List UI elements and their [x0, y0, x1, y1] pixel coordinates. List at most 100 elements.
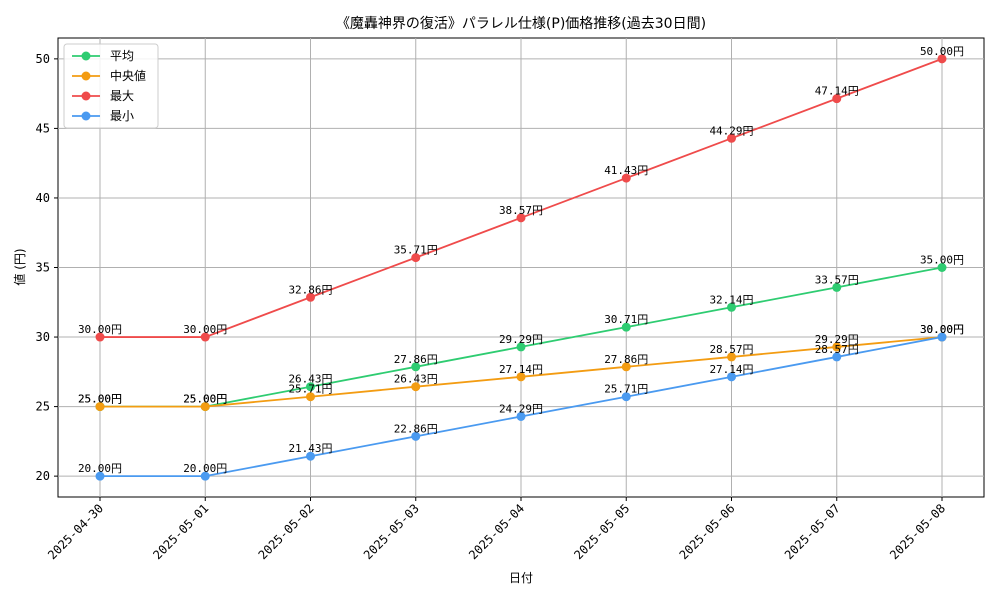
data-label: 32.86円 — [288, 283, 332, 296]
data-label: 41.43円 — [604, 164, 648, 177]
y-tick-label: 45 — [36, 121, 50, 135]
series-group — [95, 54, 947, 481]
y-tick-label: 50 — [36, 52, 50, 66]
x-tick-label: 2025-05-01 — [150, 501, 211, 562]
data-point — [411, 253, 421, 263]
data-point — [411, 382, 421, 392]
data-labels: 25.00円 25.00円 26.43円 27.86円 29.29円 30.71円 32.1… — [78, 45, 964, 475]
x-tick-label: 2025-05-07 — [782, 501, 843, 562]
x-tick-label: 2025-05-02 — [256, 501, 317, 562]
data-point — [516, 372, 526, 382]
data-point — [95, 402, 105, 412]
data-label: 35.00円 — [920, 254, 964, 267]
data-label: 33.57円 — [815, 273, 859, 286]
data-label: 38.57円 — [499, 204, 543, 217]
data-point — [937, 332, 947, 342]
data-point — [621, 392, 631, 402]
data-point — [200, 402, 210, 412]
data-label: 25.00円 — [78, 393, 122, 406]
data-point — [832, 282, 842, 292]
data-label: 29.29円 — [499, 333, 543, 346]
data-label: 24.29円 — [499, 402, 543, 415]
y-tick-label: 40 — [36, 191, 50, 205]
data-label: 35.71円 — [394, 244, 438, 257]
data-label: 32.14円 — [709, 293, 753, 306]
y-tick-label: 20 — [36, 469, 50, 483]
legend-marker — [81, 71, 91, 81]
x-tick-label: 2025-04-30 — [45, 501, 106, 562]
data-point — [200, 332, 210, 342]
data-point — [411, 362, 421, 372]
legend-label: 中央値 — [110, 68, 146, 83]
data-point — [306, 392, 315, 402]
data-label: 27.14円 — [499, 363, 543, 376]
data-point — [621, 322, 631, 332]
data-label: 25.71円 — [288, 383, 332, 396]
data-point — [306, 292, 315, 302]
data-label: 27.14円 — [709, 363, 753, 376]
data-label: 20.00円 — [78, 462, 122, 475]
y-tick-label: 25 — [36, 400, 50, 414]
data-label: 28.57円 — [709, 343, 753, 356]
data-label: 30.71円 — [604, 313, 648, 326]
data-point — [306, 451, 315, 461]
data-label: 47.14円 — [815, 85, 859, 98]
data-point — [727, 372, 736, 382]
data-label: 25.00円 — [183, 393, 227, 406]
grid-lines — [58, 38, 984, 497]
data-label: 25.00円 — [78, 393, 122, 406]
y-axis-label: 値 (円) — [12, 248, 27, 285]
data-label: 30.00円 — [920, 323, 964, 336]
legend-box — [63, 43, 159, 129]
data-label: 30.00円 — [183, 323, 227, 336]
chart-title: 《魔轟神界の復活》パラレル仕様(P)価格推移(過去30日間) — [336, 15, 706, 32]
data-point — [200, 471, 210, 481]
data-label: 44.29円 — [709, 124, 753, 137]
legend-label: 最大 — [110, 89, 134, 103]
y-tick-label: 35 — [36, 261, 50, 275]
data-label: 26.43円 — [394, 373, 438, 386]
x-axis-ticks: 2025-04-30 2025-05-01 2025-05-02 2025-05-03… — [45, 497, 948, 562]
legend-marker — [81, 51, 91, 61]
data-label: 27.86円 — [604, 353, 648, 366]
x-tick-label: 2025-05-05 — [571, 501, 632, 562]
legend-marker — [81, 91, 91, 101]
data-label: 21.43円 — [288, 442, 332, 455]
data-label: 26.43円 — [288, 373, 332, 386]
data-point — [95, 332, 105, 342]
data-point — [727, 133, 736, 143]
data-point — [516, 342, 526, 352]
data-point — [937, 54, 947, 64]
data-point — [95, 471, 105, 481]
data-point — [727, 352, 736, 362]
x-tick-label: 2025-05-03 — [361, 501, 422, 562]
data-label: 29.29円 — [815, 333, 859, 346]
data-label: 25.00円 — [183, 393, 227, 406]
data-label: 27.86円 — [394, 353, 438, 366]
data-point — [621, 173, 631, 183]
data-point — [516, 213, 526, 223]
data-label: 50.00円 — [920, 45, 964, 58]
data-point — [832, 94, 842, 104]
x-tick-label: 2025-05-04 — [466, 501, 527, 562]
data-point — [937, 263, 947, 272]
legend-label: 最小 — [110, 109, 134, 123]
data-point — [621, 362, 631, 372]
y-tick-label: 30 — [36, 330, 50, 344]
data-point — [306, 382, 315, 392]
data-point — [727, 302, 736, 312]
y-axis-ticks: 20 25 30 35 40 45 50 — [36, 52, 58, 483]
legend-marker — [81, 111, 91, 121]
data-point — [411, 431, 421, 441]
data-point — [516, 411, 526, 421]
legend-label: 平均 — [110, 49, 134, 63]
x-axis-label: 日付 — [509, 571, 533, 585]
data-label: 22.86円 — [394, 422, 438, 435]
x-tick-label: 2025-05-06 — [677, 501, 738, 562]
data-label: 25.71円 — [604, 383, 648, 396]
data-label: 30.00円 — [78, 323, 122, 336]
data-label: 28.57円 — [815, 343, 859, 356]
data-label: 20.00円 — [183, 462, 227, 475]
